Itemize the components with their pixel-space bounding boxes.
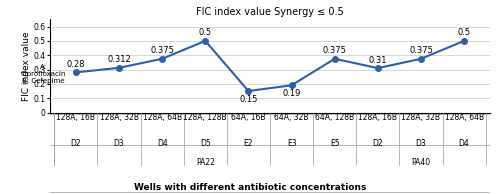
Text: D4: D4 bbox=[458, 139, 469, 148]
Text: 128A, 16B: 128A, 16B bbox=[56, 113, 96, 122]
Text: D3: D3 bbox=[416, 139, 426, 148]
Text: D4: D4 bbox=[157, 139, 168, 148]
Text: D2: D2 bbox=[70, 139, 81, 148]
Text: 0.375: 0.375 bbox=[323, 46, 346, 55]
Text: PA40: PA40 bbox=[412, 158, 430, 167]
Text: 128A, 16B: 128A, 16B bbox=[358, 113, 398, 122]
Text: 64A, 128B: 64A, 128B bbox=[315, 113, 354, 122]
Text: 0.5: 0.5 bbox=[198, 28, 212, 37]
Y-axis label: FIC index value: FIC index value bbox=[22, 31, 31, 101]
Text: 128A, 32B: 128A, 32B bbox=[100, 113, 138, 122]
Text: 0.375: 0.375 bbox=[150, 46, 174, 55]
Text: D3: D3 bbox=[114, 139, 124, 148]
Text: E3: E3 bbox=[287, 139, 296, 148]
Text: 64A, 16B: 64A, 16B bbox=[231, 113, 266, 122]
Text: 128A, 128B: 128A, 128B bbox=[184, 113, 227, 122]
Text: 0.5: 0.5 bbox=[458, 28, 470, 37]
Text: E2: E2 bbox=[244, 139, 253, 148]
Text: 0.312: 0.312 bbox=[107, 55, 131, 64]
Text: Wells with different antibiotic concentrations: Wells with different antibiotic concentr… bbox=[134, 183, 366, 192]
Text: PA22: PA22 bbox=[196, 158, 214, 167]
Text: D5: D5 bbox=[200, 139, 210, 148]
Text: 0.28: 0.28 bbox=[66, 60, 85, 69]
Text: 128A, 32B: 128A, 32B bbox=[402, 113, 440, 122]
Text: 64A, 32B: 64A, 32B bbox=[274, 113, 309, 122]
Text: 0.15: 0.15 bbox=[239, 95, 258, 104]
Text: E5: E5 bbox=[330, 139, 340, 148]
Text: 128A, 64B: 128A, 64B bbox=[142, 113, 182, 122]
Text: 0.19: 0.19 bbox=[282, 89, 301, 98]
Text: A:
Ciprofloxacin
B: Cefepime: A: Ciprofloxacin B: Cefepime bbox=[21, 64, 66, 84]
Title: FIC index value Synergy ≤ 0.5: FIC index value Synergy ≤ 0.5 bbox=[196, 7, 344, 17]
Text: 0.31: 0.31 bbox=[368, 55, 387, 65]
Text: D2: D2 bbox=[372, 139, 383, 148]
Text: 0.375: 0.375 bbox=[409, 46, 433, 55]
Text: 128A, 64B: 128A, 64B bbox=[444, 113, 484, 122]
